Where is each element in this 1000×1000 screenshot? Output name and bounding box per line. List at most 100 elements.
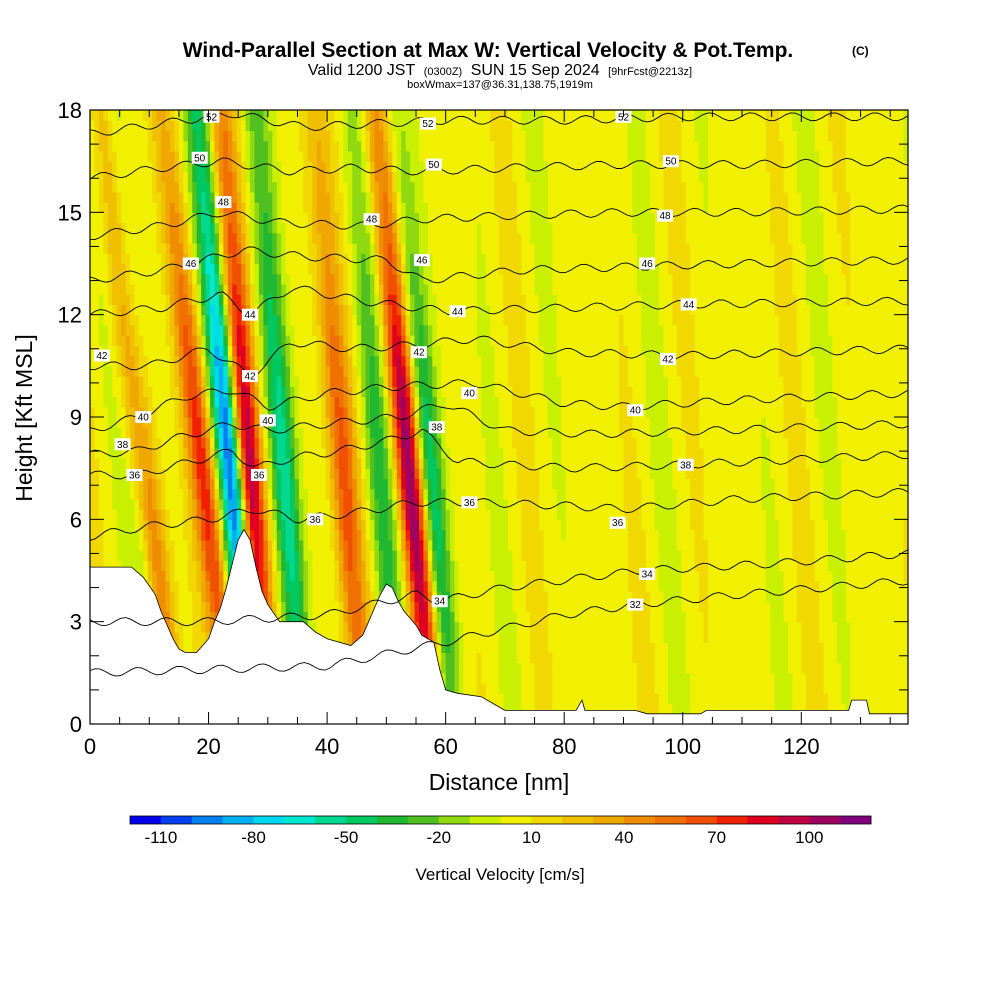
- w-field-cell: [241, 478, 247, 490]
- w-field-cell: [210, 120, 216, 132]
- w-field-cell: [392, 468, 398, 479]
- w-field-cell: [201, 447, 207, 459]
- w-field-cell: [316, 171, 322, 183]
- w-field-cell: [365, 263, 371, 275]
- w-field-cell: [392, 140, 398, 152]
- w-field-cell: [232, 171, 238, 183]
- w-field-cell: [414, 560, 420, 572]
- w-field-cell: [356, 335, 362, 346]
- w-field-cell: [161, 550, 167, 561]
- w-field-cell: [121, 212, 127, 224]
- w-field-cell: [410, 181, 416, 193]
- w-field-cell: [143, 396, 149, 408]
- w-field-cell: [356, 355, 362, 367]
- w-field-cell: [343, 150, 349, 162]
- w-field-cell: [174, 314, 180, 326]
- w-field-cell: [441, 130, 447, 142]
- w-field-cell: [227, 345, 233, 357]
- w-field-cell: [290, 314, 296, 326]
- w-field-cell: [321, 283, 327, 295]
- w-field-cell: [94, 161, 100, 172]
- w-field-cell: [334, 611, 340, 623]
- w-field-cell: [218, 376, 224, 387]
- w-field-cell: [147, 324, 153, 336]
- w-field-cell: [112, 130, 118, 142]
- w-field-cell: [441, 232, 447, 244]
- w-field-cell: [307, 345, 313, 357]
- w-field-cell: [401, 498, 407, 510]
- w-field-cell: [325, 335, 331, 346]
- w-field-cell: [116, 406, 122, 418]
- w-field-cell: [414, 611, 420, 623]
- w-field-cell: [316, 570, 322, 582]
- w-field-cell: [303, 232, 309, 244]
- w-field-cell: [285, 232, 291, 244]
- w-field-cell: [370, 396, 376, 408]
- w-field-cell: [418, 130, 425, 142]
- w-field-cell: [352, 457, 358, 469]
- w-field-cell: [352, 253, 358, 265]
- w-field-cell: [98, 417, 104, 428]
- w-field-cell: [254, 488, 260, 500]
- w-field-cell: [227, 396, 233, 408]
- w-field-cell: [254, 498, 260, 510]
- w-field-cell: [396, 191, 402, 203]
- w-field-cell: [312, 212, 318, 224]
- w-field-cell: [387, 365, 393, 377]
- w-field-cell: [401, 283, 407, 295]
- w-field-cell: [387, 468, 393, 479]
- w-field-cell: [356, 324, 362, 336]
- w-field-cell: [223, 150, 229, 162]
- w-field-cell: [427, 560, 433, 572]
- w-field-cell: [272, 365, 278, 377]
- w-field-cell: [321, 181, 327, 193]
- w-field-cell: [227, 437, 233, 449]
- w-field-cell: [445, 672, 451, 684]
- w-field-cell: [218, 519, 224, 531]
- w-field-cell: [374, 202, 380, 213]
- w-field-cell: [267, 243, 273, 254]
- w-field-cell: [383, 355, 389, 367]
- w-field-cell: [276, 417, 282, 428]
- w-field-cell: [325, 110, 331, 121]
- w-field-cell: [298, 140, 304, 152]
- w-field-cell: [267, 202, 273, 213]
- w-field-cell: [454, 580, 460, 592]
- w-field-cell: [378, 253, 385, 265]
- w-field-cell: [152, 345, 158, 357]
- w-field-cell: [334, 253, 340, 265]
- w-field-cell: [312, 427, 318, 439]
- w-field-cell: [187, 468, 193, 479]
- w-field-cell: [396, 140, 402, 152]
- w-field-cell: [201, 243, 207, 254]
- w-field-cell: [370, 580, 376, 592]
- w-field-cell: [183, 191, 189, 203]
- w-field-cell: [147, 580, 153, 592]
- w-field-cell: [161, 468, 167, 479]
- w-field-cell: [245, 335, 251, 346]
- w-field-cell: [303, 110, 309, 121]
- w-field-cell: [378, 222, 385, 234]
- w-field-cell: [201, 294, 207, 306]
- w-field-cell: [165, 488, 171, 500]
- w-field-cell: [156, 140, 162, 152]
- w-field-cell: [370, 161, 376, 172]
- w-field-cell: [174, 376, 180, 387]
- w-field-cell: [392, 202, 398, 213]
- w-field-cell: [107, 447, 113, 459]
- w-field-cell: [178, 283, 184, 295]
- w-field-cell: [290, 253, 296, 265]
- w-field-cell: [436, 181, 442, 193]
- w-field-cell: [423, 324, 429, 336]
- w-field-cell: [156, 222, 162, 234]
- w-field-cell: [276, 294, 282, 306]
- w-field-cell: [316, 130, 322, 142]
- w-field-cell: [156, 498, 162, 510]
- w-field-cell: [116, 130, 122, 142]
- w-field-cell: [134, 447, 140, 459]
- w-field-cell: [103, 263, 109, 275]
- w-field-cell: [205, 447, 211, 459]
- w-field-cell: [147, 273, 153, 285]
- w-field-cell: [325, 304, 331, 316]
- w-field-cell: [210, 181, 216, 193]
